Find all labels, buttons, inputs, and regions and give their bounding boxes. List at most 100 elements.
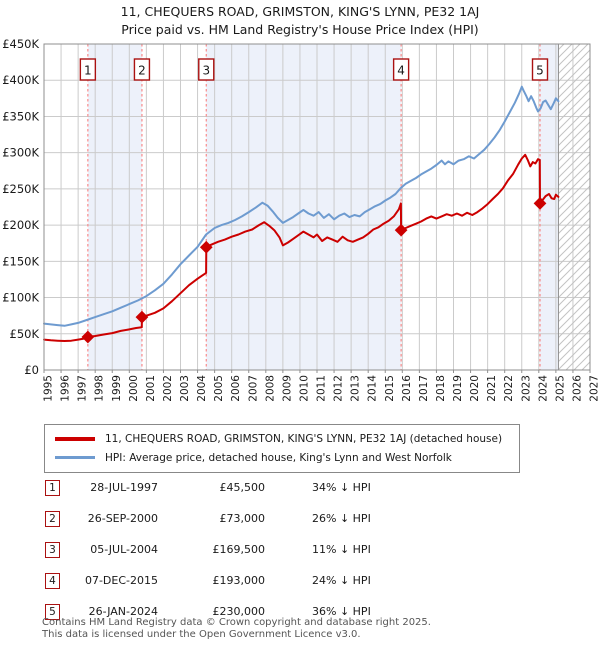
x-tick-label: 2000 [128,375,140,402]
chart-legend: 11, CHEQUERS ROAD, GRIMSTON, KING'S LYNN… [44,424,520,473]
sale-vs-hpi: 34% ↓ HPI [312,481,371,494]
sale-vs-hpi: 26% ↓ HPI [312,512,371,525]
sale-vs-hpi: 24% ↓ HPI [312,574,371,587]
sale-number-text: 3 [202,64,210,78]
future-hatch-region [557,44,590,370]
y-tick-label: £350K [2,109,39,123]
legend-entry-price-paid: 11, CHEQUERS ROAD, GRIMSTON, KING'S LYNN… [51,429,513,448]
sale-number-box [531,58,549,81]
x-tick-label: 2018 [435,375,447,402]
y-tick-label: £0 [24,363,39,377]
x-tick-label: 2021 [486,375,498,402]
x-tick-label: 2006 [230,375,242,402]
sale-date: 26-JAN-2024 [88,605,158,618]
x-tick-label: 2019 [452,375,464,402]
table-row: 2 26-SEP-2000 £73,000 26% ↓ HPI [45,503,565,534]
x-tick-label: 2022 [503,375,515,402]
x-tick-label: 2014 [367,375,379,402]
legend-label-price-paid: 11, CHEQUERS ROAD, GRIMSTON, KING'S LYNN… [105,432,503,445]
y-tick-label: £200K [2,218,39,232]
sale-price: £193,000 [212,574,266,587]
x-axis-labels: 1995 1996 1997 1998 1999 2000 2001 2002 2003 2004… [43,375,600,402]
y-tick-label: £50K [10,327,40,341]
x-tick-label: 2012 [333,375,345,402]
x-tick-label: 2016 [401,375,413,402]
x-tick-label: 2009 [281,375,293,402]
x-tick-label: 2008 [264,375,276,402]
x-tick-label: 2013 [350,375,362,402]
sale-number-text: 1 [84,64,92,78]
sale-price: £169,500 [212,543,266,556]
sale-price: £73,000 [219,512,266,525]
table-row: 3 05-JUL-2004 £169,500 11% ↓ HPI [45,534,565,565]
y-tick-label: £400K [2,73,39,87]
sale-marker-diamond [81,330,95,344]
x-tick-label: 2015 [384,375,396,402]
y-tick-label: £250K [2,182,39,196]
sale-date: 07-DEC-2015 [84,574,158,587]
x-tick-label: 1996 [60,375,72,402]
sale-number-badge: 2 [45,510,60,527]
sale-number-badge: 1 [45,479,60,496]
sale-vs-hpi: 11% ↓ HPI [312,543,371,556]
sale-date: 28-JUL-1997 [90,481,158,494]
x-tick-label: 2025 [554,375,566,402]
sale-number-badge: 5 [45,603,60,620]
price-chart: 1 2 3 4 5 £0 £50K £100K £150K £200K £250K £300K £35… [2,37,600,402]
y-axis-labels: £0 £50K £100K £150K £200K £250K £300K £350K £400… [2,37,39,377]
x-tick-label: 2027 [589,375,600,402]
y-tick-label: £450K [2,37,39,51]
data-series [43,85,560,342]
sale-vs-hpi: 36% ↓ HPI [312,605,371,618]
sale-number-boxes: 1 2 3 4 5 [79,58,549,81]
hpi-line [43,85,560,327]
table-row: 5 26-JAN-2024 £230,000 36% ↓ HPI [45,596,565,627]
price-paid-line [43,153,560,342]
x-tick-label: 2007 [247,375,259,402]
sale-number-box [133,58,151,81]
legend-entry-hpi: HPI: Average price, detached house, King… [51,448,513,467]
page-subtitle: Price paid vs. HM Land Registry's House … [121,22,479,37]
footer-line-2: This data is licensed under the Open Gov… [42,628,361,640]
sale-number-text: 2 [138,64,146,78]
sale-number-box [392,58,410,81]
sale-marker-diamond [199,240,213,254]
legend-label-hpi: HPI: Average price, detached house, King… [105,451,452,464]
sale-number-text: 4 [397,64,405,78]
footer-line-1: Contains HM Land Registry data © Crown c… [42,617,431,628]
x-tick-label: 1998 [94,375,106,402]
x-tick-label: 1995 [43,375,55,402]
x-tick-label: 2010 [298,375,310,402]
x-tick-label: 1999 [111,375,123,402]
x-tick-label: 2026 [571,375,583,402]
sale-price: £230,000 [212,605,266,618]
x-tick-label: 2002 [162,375,174,402]
y-tick-label: £300K [2,146,39,160]
x-tick-label: 2024 [537,375,549,402]
x-tick-label: 2020 [469,375,481,402]
page-title: 11, CHEQUERS ROAD, GRIMSTON, KING'S LYNN… [120,4,480,19]
sale-point-markers [81,197,547,344]
hpi-line-swatch [55,456,95,459]
x-tick-label: 2005 [213,375,225,402]
license-footer: Contains HM Land Registry data © Crown c… [42,617,582,640]
sale-number-box [198,58,215,81]
price-paid-line-swatch [55,436,95,441]
plot-border [43,43,591,371]
x-tick-label: 2011 [316,375,328,402]
shaded-band [87,44,142,370]
sale-number-text: 5 [536,64,544,78]
x-tick-label: 1997 [77,375,89,402]
sale-marker-diamond [135,310,149,324]
sale-date: 05-JUL-2004 [90,543,158,556]
x-tick-label: 2003 [179,375,191,402]
y-tick-label: £100K [2,291,39,305]
sale-number-badge: 3 [45,541,60,558]
x-tick-label: 2004 [196,375,208,402]
hatch-fill [558,44,590,370]
table-row: 4 07-DEC-2015 £193,000 24% ↓ HPI [45,565,565,596]
plot-border-rect [43,43,591,371]
sale-number-box [79,58,97,81]
transactions-table: 1 28-JUL-1997 £45,500 34% ↓ HPI 2 26-SEP… [45,472,565,627]
sale-date: 26-SEP-2000 [87,512,158,525]
